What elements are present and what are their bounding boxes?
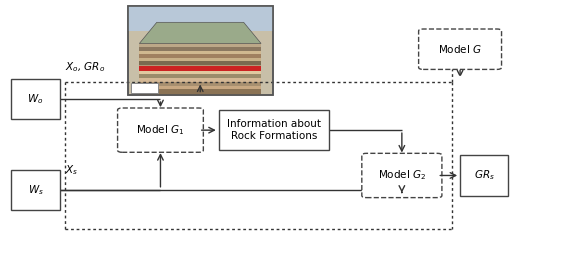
Polygon shape [139, 66, 261, 71]
FancyBboxPatch shape [362, 153, 442, 198]
FancyBboxPatch shape [219, 110, 329, 150]
FancyBboxPatch shape [131, 83, 158, 93]
Polygon shape [139, 54, 261, 57]
FancyBboxPatch shape [11, 79, 60, 119]
Polygon shape [139, 22, 261, 44]
Polygon shape [139, 74, 261, 78]
Polygon shape [139, 86, 261, 89]
FancyBboxPatch shape [128, 6, 273, 95]
Text: $X_o$, $GR_o$: $X_o$, $GR_o$ [65, 60, 106, 74]
Text: Model $G_1$: Model $G_1$ [136, 123, 185, 137]
Polygon shape [139, 82, 261, 86]
FancyBboxPatch shape [118, 108, 203, 152]
Text: $W_s$: $W_s$ [28, 183, 43, 197]
Polygon shape [139, 47, 261, 51]
FancyBboxPatch shape [460, 155, 508, 196]
Polygon shape [128, 6, 273, 31]
Text: $W_o$: $W_o$ [27, 92, 44, 106]
Polygon shape [139, 64, 261, 68]
Polygon shape [139, 57, 261, 61]
FancyBboxPatch shape [11, 170, 60, 210]
Polygon shape [139, 89, 261, 95]
Polygon shape [139, 71, 261, 74]
Polygon shape [139, 68, 261, 71]
Text: Information about
Rock Formations: Information about Rock Formations [227, 119, 321, 141]
Text: $X_s$: $X_s$ [65, 164, 78, 177]
Polygon shape [139, 44, 261, 47]
Polygon shape [139, 78, 261, 82]
Text: $GR_s$: $GR_s$ [474, 169, 495, 182]
Polygon shape [139, 61, 261, 64]
Polygon shape [139, 51, 261, 54]
Text: Model $G$: Model $G$ [438, 43, 482, 55]
FancyBboxPatch shape [419, 29, 502, 69]
Text: Model $G_2$: Model $G_2$ [378, 169, 426, 182]
